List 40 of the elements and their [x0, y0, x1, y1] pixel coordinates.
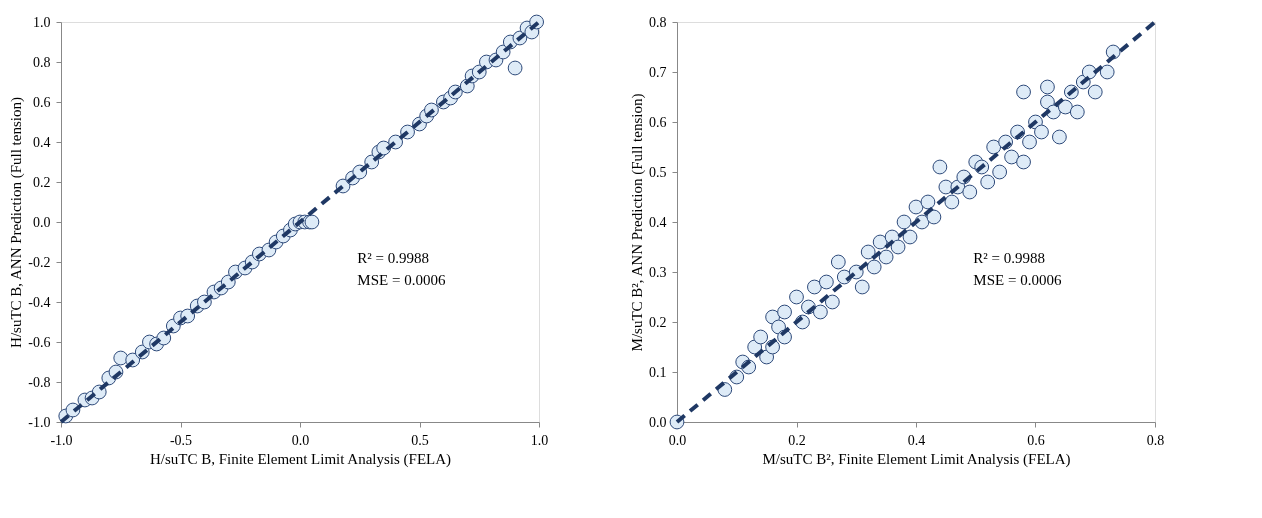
x-tick-label: -1.0: [50, 432, 73, 448]
y-tick-label: 0.4: [649, 214, 667, 230]
annotation: MSE = 0.0006: [973, 272, 1062, 288]
x-tick-label: 0.5: [411, 432, 429, 448]
x-axis-title: H/suTC B, Finite Element Limit Analysis (FELA): [149, 450, 452, 468]
y-tick-label: 0.4: [33, 134, 51, 150]
y-tick-label: -0.2: [28, 254, 51, 270]
y-tick-label: 0.1: [649, 364, 667, 380]
y-tick-label: -1.0: [28, 414, 51, 430]
y-tick-label: 1.0: [33, 14, 51, 30]
y-tick-label: 0.6: [33, 94, 51, 110]
y-tick-label: 0.0: [649, 414, 667, 430]
y-tick-label: 0.8: [33, 54, 51, 70]
y-axis-title: M/suTC B², ANN Prediction (Full tension): [629, 93, 646, 352]
x-tick-label: 1.0: [530, 432, 549, 448]
y-tick-label: 0.6: [649, 114, 667, 130]
y-tick-label: 0.3: [649, 264, 667, 280]
y-tick-label: -0.6: [28, 334, 51, 350]
y-tick-label: -0.8: [28, 374, 51, 390]
x-tick-label: 0.6: [1027, 432, 1045, 448]
x-axis-title: M/suTC B², Finite Element Limit Analysis (FELA): [762, 450, 1071, 468]
annotation: R² = 0.9988: [357, 250, 430, 266]
point: [113, 350, 129, 366]
annotation: MSE = 0.0006: [357, 272, 446, 288]
y-tick-label: 0.8: [649, 14, 667, 30]
annotation: R² = 0.9988: [973, 250, 1046, 266]
point: [507, 60, 523, 76]
x-tick-label: 0.2: [788, 432, 806, 448]
x-tick-label: 0.4: [907, 432, 926, 448]
y-axis-title: H/suTC B, ANN Prediction (Full tension): [8, 97, 26, 348]
y-tick-label: 0.0: [33, 214, 51, 230]
x-tick-label: -0.5: [169, 432, 193, 448]
x-tick-label: 0.8: [1146, 432, 1165, 448]
y-tick-label: 0.7: [649, 64, 667, 80]
x-tick-label: 0.0: [668, 432, 687, 448]
y-tick-label: -0.4: [28, 294, 51, 310]
y-tick-label: 0.2: [649, 314, 667, 330]
x-tick-label: 0.0: [291, 432, 310, 448]
y-tick-label: 0.2: [33, 174, 51, 190]
y-tick-label: 0.5: [649, 164, 667, 180]
